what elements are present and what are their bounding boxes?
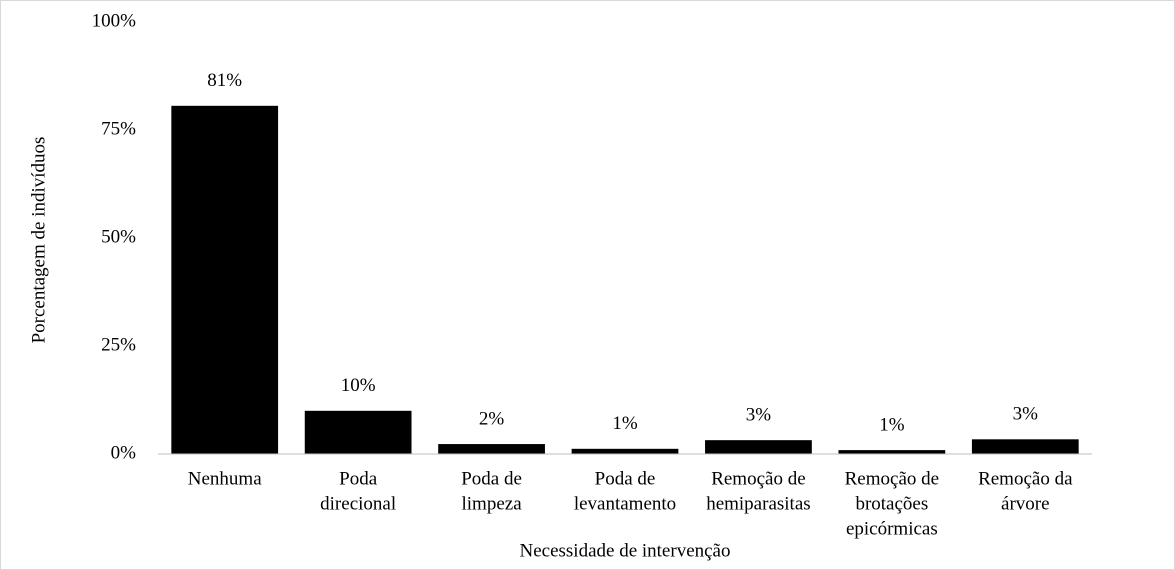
x-tick-label: Remoção de	[711, 468, 805, 489]
data-label: 3%	[1013, 404, 1039, 425]
bar	[705, 440, 812, 454]
y-tick-label: 50%	[101, 226, 136, 247]
x-tick-label: hemiparasitas	[706, 493, 810, 514]
data-label: 3%	[746, 405, 772, 426]
data-label: 1%	[612, 413, 638, 434]
y-tick-label: 25%	[101, 334, 136, 355]
data-label: 10%	[341, 375, 376, 396]
x-tick-label: Poda de	[595, 468, 656, 489]
bar	[438, 444, 545, 454]
bar	[304, 410, 412, 454]
data-label: 81%	[207, 70, 242, 91]
x-tick-label: Remoção de	[845, 468, 939, 489]
x-tick-label: Remoção da	[978, 468, 1073, 489]
data-label: 2%	[479, 408, 505, 429]
y-axis-title: Porcentagem de indivíduos	[28, 137, 49, 344]
bar	[171, 105, 279, 455]
x-tick-label: brotações	[855, 493, 928, 514]
x-tick-label: epicórmicas	[846, 518, 938, 539]
bar	[971, 439, 1079, 454]
x-axis-title: Necessidade de intervenção	[519, 540, 730, 561]
x-tick-label: Poda de	[461, 468, 522, 489]
bar	[838, 450, 946, 454]
x-tick-label: direcional	[320, 493, 396, 514]
x-tick-label: limpeza	[462, 493, 523, 514]
data-label: 1%	[879, 414, 905, 435]
x-tick-label: árvore	[1001, 493, 1050, 514]
y-tick-label: 75%	[101, 118, 136, 139]
y-tick-label: 100%	[92, 10, 137, 31]
x-tick-label: Poda	[339, 468, 378, 489]
bar	[571, 448, 679, 454]
y-tick-label: 0%	[111, 442, 137, 463]
x-tick-label: levantamento	[574, 493, 676, 514]
x-tick-label: Nenhuma	[188, 468, 262, 489]
